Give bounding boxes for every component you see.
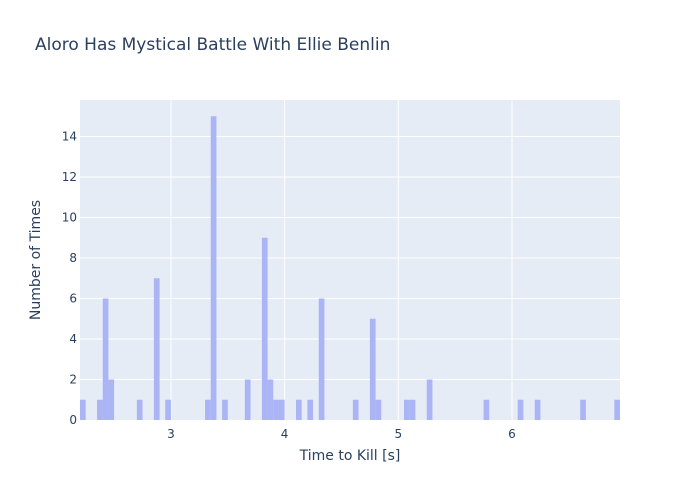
histogram-bar xyxy=(80,399,86,420)
histogram-bar xyxy=(136,399,143,420)
x-tick-label: 3 xyxy=(167,427,175,441)
histogram-bar xyxy=(205,399,211,420)
gridlines xyxy=(80,100,620,420)
histogram-bar xyxy=(534,399,541,420)
y-tick-label: 4 xyxy=(69,332,77,346)
histogram-bar xyxy=(97,399,103,420)
y-tick-label: 14 xyxy=(62,129,77,143)
histogram-bar xyxy=(307,399,314,420)
histogram-bar xyxy=(273,399,279,420)
y-axis-ticks: 0 2 4 6 8 10 12 14 xyxy=(62,129,77,427)
chart-title: Aloro Has Mystical Battle With Ellie Ben… xyxy=(35,35,390,55)
histogram-bar xyxy=(318,298,325,420)
histogram-bar xyxy=(153,278,160,420)
histogram-bar xyxy=(244,379,251,420)
y-tick-label: 12 xyxy=(62,170,77,184)
x-tick-label: 4 xyxy=(281,427,289,441)
histogram-bar xyxy=(375,399,382,420)
x-tick-label: 5 xyxy=(394,427,402,441)
histogram-bar xyxy=(409,399,416,420)
histogram-bar xyxy=(296,399,302,420)
histogram-bar xyxy=(102,298,109,420)
x-axis-ticks: 3 4 5 6 xyxy=(167,427,516,441)
histogram-bar xyxy=(483,399,490,420)
x-tick-label: 6 xyxy=(508,427,516,441)
histogram-bar xyxy=(210,116,217,421)
histogram-bar xyxy=(517,399,524,420)
histogram-bar xyxy=(165,399,171,420)
histogram-bar xyxy=(426,379,433,420)
histogram-bars xyxy=(80,116,620,421)
y-tick-label: 0 xyxy=(69,413,77,427)
histogram-bar xyxy=(267,379,274,420)
x-axis-title: Time to Kill [s] xyxy=(299,448,401,464)
histogram-bar xyxy=(580,399,586,420)
y-axis-title: Number of Times xyxy=(28,200,44,320)
histogram-bar xyxy=(614,399,620,420)
histogram-bar xyxy=(369,318,376,420)
y-tick-label: 6 xyxy=(69,291,77,305)
histogram-bar xyxy=(261,237,268,420)
plot-area xyxy=(80,100,620,420)
y-tick-label: 10 xyxy=(62,210,77,224)
histogram-bar xyxy=(108,379,115,420)
y-tick-label: 2 xyxy=(69,372,77,386)
histogram-bar xyxy=(278,399,285,420)
histogram-bar xyxy=(352,399,359,420)
y-tick-label: 8 xyxy=(69,251,77,265)
histogram-bar xyxy=(222,399,228,420)
histogram-bar xyxy=(404,399,410,420)
